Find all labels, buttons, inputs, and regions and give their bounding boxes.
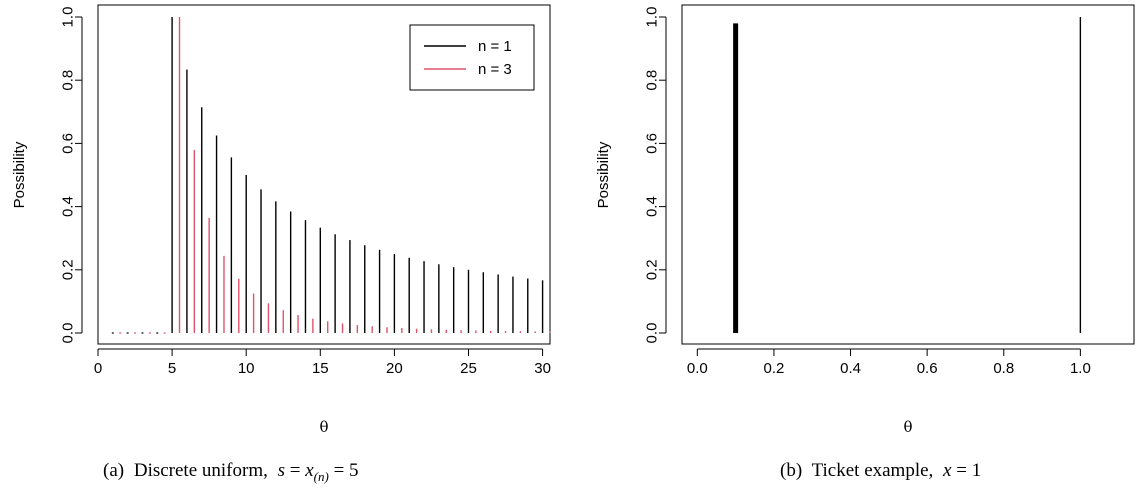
y-tick-label: 0.0 [60, 323, 77, 344]
caption-b-var-x: x [942, 460, 952, 481]
caption-b-label: (b) [780, 460, 802, 481]
x-tick-label: 15 [312, 360, 329, 377]
caption-a-label: (a) [103, 460, 124, 481]
y-tick-label: 0.4 [644, 196, 661, 217]
caption-b-eq: = 1 [951, 460, 981, 481]
panel-a-plot-box [97, 4, 551, 345]
x-tick-label: 20 [386, 360, 403, 377]
y-tick-label: 0.8 [644, 70, 661, 91]
x-tick-label: 1.0 [1070, 360, 1091, 377]
panel-a-x-axis: 0 5 10 15 20 25 30 [94, 348, 551, 377]
panel-b: 0.0 0.2 0.4 0.6 0.8 1.0 0.0 0.2 0.4 0.6 0.8 1.0 Po… [595, 4, 1135, 481]
legend-label-n3: n = 3 [478, 61, 512, 78]
x-tick-label: 0.6 [917, 360, 938, 377]
caption-a-eq2: = 5 [329, 460, 359, 481]
panel-a-legend: n = 1 n = 3 [409, 24, 535, 91]
y-tick-label: 0.4 [60, 196, 77, 217]
panel-a: 0 5 10 15 20 25 30 0.0 0.2 0.4 0.6 0.8 1.0 Possibil… [11, 4, 551, 484]
x-tick-label: 0.2 [764, 360, 785, 377]
panel-b-marks [733, 17, 1082, 333]
caption-a-text: Discrete uniform, [134, 460, 268, 481]
panel-b-y-axis: 0.0 0.2 0.4 0.6 0.8 1.0 [644, 7, 667, 344]
panel-b-plot-box [681, 4, 1135, 345]
y-tick-label: 0.6 [644, 133, 661, 154]
panel-a-marks [111, 17, 551, 334]
x-tick-label: 30 [534, 360, 551, 377]
x-tick-label: 0.8 [993, 360, 1014, 377]
y-tick-label: 1.0 [644, 7, 661, 28]
panel-a-y-axis: 0.0 0.2 0.4 0.6 0.8 1.0 [60, 7, 83, 344]
panel-a-caption: (a) Discrete uniform, s = x(n) = 5 [103, 460, 359, 484]
panel-b-ylabel: Possibility [595, 141, 612, 208]
legend-box [409, 24, 535, 91]
caption-a-eq: = [285, 460, 305, 481]
caption-a-var-s: s [278, 460, 285, 481]
panel-a-xlabel: θ [319, 418, 328, 436]
panel-b-caption: (b) Ticket example, x = 1 [780, 460, 981, 481]
x-tick-label: 0.4 [840, 360, 861, 377]
y-tick-label: 0.2 [644, 259, 661, 280]
panel-a-ylabel: Possibility [11, 141, 28, 208]
legend-label-n1: n = 1 [478, 38, 512, 55]
x-tick-label: 5 [168, 360, 176, 377]
caption-a-var-x: x [304, 460, 314, 481]
x-tick-label: 25 [460, 360, 477, 377]
y-tick-label: 0.2 [60, 259, 77, 280]
y-tick-label: 1.0 [60, 7, 77, 28]
x-tick-label: 0.0 [687, 360, 708, 377]
caption-a-sub: (n) [314, 469, 329, 484]
caption-b-text: Ticket example, [812, 460, 934, 481]
y-tick-label: 0.6 [60, 133, 77, 154]
y-tick-label: 0.0 [644, 323, 661, 344]
panel-b-x-axis: 0.0 0.2 0.4 0.6 0.8 1.0 [687, 348, 1091, 377]
panel-b-xlabel: θ [903, 418, 912, 436]
x-tick-label: 0 [94, 360, 102, 377]
x-tick-label: 10 [238, 360, 255, 377]
y-tick-label: 0.8 [60, 70, 77, 91]
